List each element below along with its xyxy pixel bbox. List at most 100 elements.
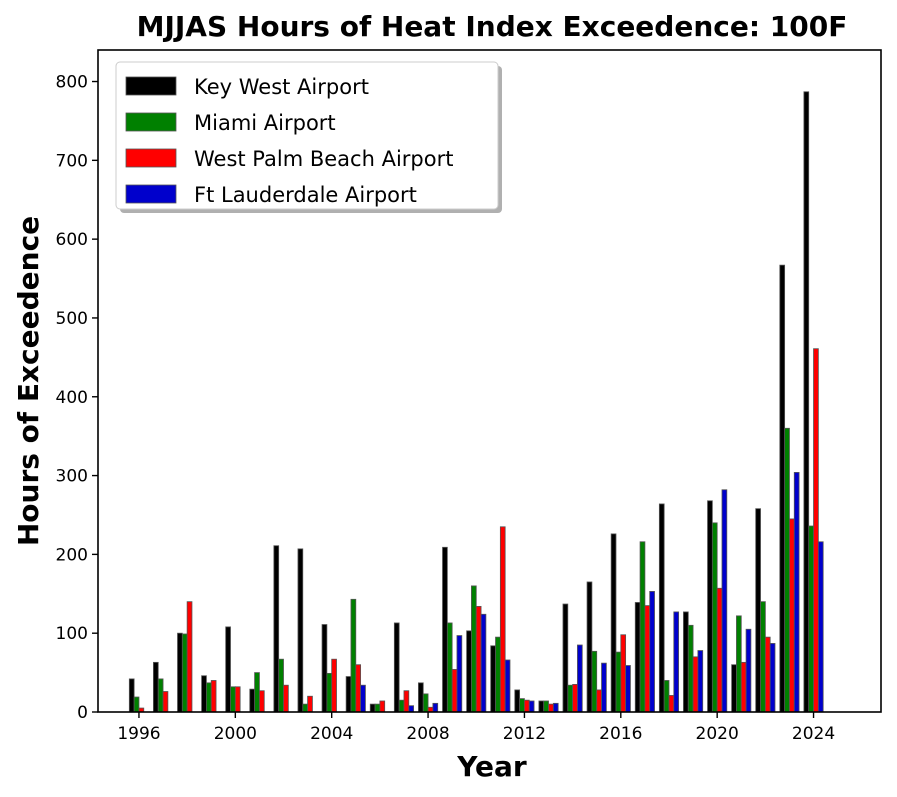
legend-box: [115, 61, 499, 210]
bar-west-palm-beach-airport-2010: [475, 605, 482, 713]
x-tick-label: 2000: [214, 724, 257, 744]
y-tick-label: 400: [56, 388, 88, 408]
y-tick-label: 800: [56, 73, 88, 93]
bar-ft-lauderdale-airport-2014: [577, 644, 583, 713]
bar-miami-airport-2011: [495, 636, 501, 713]
y-axis-ticks: 0 100 200 300 400 500 600 700 800: [56, 73, 98, 723]
bar-key-west-airport-2003: [297, 548, 304, 713]
bar-miami-airport-2024: [808, 525, 814, 713]
bar-key-west-airport-2007: [393, 622, 400, 713]
bar-west-palm-beach-airport-2004: [331, 658, 337, 713]
bar-ft-lauderdale-airport-2005: [360, 684, 366, 713]
bar-ft-lauderdale-airport-2019: [697, 650, 704, 713]
bar-ft-lauderdale-airport-2009: [456, 635, 463, 713]
legend-swatch: [125, 112, 177, 132]
y-tick-label: 300: [56, 467, 88, 487]
bar-miami-airport-2004: [326, 672, 333, 713]
legend-label: Ft Lauderdale Airport: [194, 183, 417, 207]
bar-key-west-airport-2001: [249, 688, 256, 713]
bar-ft-lauderdale-airport-2015: [601, 662, 607, 713]
x-tick-label: 2024: [792, 724, 835, 744]
plot-area-frame: [97, 49, 882, 713]
bar-miami-airport-2005: [350, 598, 357, 713]
bar-miami-airport-1996: [133, 696, 140, 713]
bar-key-west-airport-2011: [490, 645, 496, 713]
bar-ft-lauderdale-airport-2008: [432, 702, 439, 713]
bar-ft-lauderdale-airport-2018: [673, 611, 680, 713]
bar-ft-lauderdale-airport-2020: [721, 489, 728, 713]
bar-west-palm-beach-airport-2013: [548, 703, 554, 713]
bar-west-palm-beach-airport-2002: [283, 684, 289, 713]
bar-west-palm-beach-airport-2003: [307, 695, 313, 713]
bar-key-west-airport-1997: [153, 661, 159, 713]
x-tick-label: 1996: [117, 724, 160, 744]
bar-west-palm-beach-airport-2019: [692, 656, 699, 713]
x-tick-label: 2012: [503, 724, 546, 744]
bar-ft-lauderdale-airport-2013: [552, 702, 559, 713]
bar-west-palm-beach-airport-2017: [644, 605, 651, 713]
bar-key-west-airport-2020: [707, 500, 713, 713]
bar-miami-airport-2002: [278, 658, 284, 713]
bar-west-palm-beach-airport-2012: [524, 699, 530, 713]
bar-key-west-airport-2010: [466, 630, 472, 713]
bar-west-palm-beach-airport-1997: [162, 691, 169, 713]
bar-miami-airport-2007: [398, 699, 405, 713]
x-axis-ticks: 1996 2000 2004 2008 2012 2016 2020 2024: [117, 712, 835, 744]
y-tick-label: 100: [56, 624, 88, 644]
bar-miami-airport-2021: [736, 615, 742, 713]
legend: Key West Airport Miami Airport West Palm B…: [115, 61, 502, 213]
bar-key-west-airport-2009: [442, 546, 448, 713]
bar-ft-lauderdale-airport-2007: [408, 705, 415, 713]
bar-miami-airport-2017: [639, 541, 646, 713]
bar-west-palm-beach-airport-2023: [789, 518, 795, 713]
bar-key-west-airport-2016: [610, 533, 617, 713]
bar-west-palm-beach-airport-2015: [596, 689, 602, 713]
bar-ft-lauderdale-airport-2022: [769, 643, 776, 713]
y-tick-label: 600: [56, 230, 88, 250]
bar-key-west-airport-2006: [369, 703, 376, 713]
bar-west-palm-beach-airport-2005: [355, 664, 362, 713]
bar-key-west-airport-1998: [177, 632, 183, 713]
bar-miami-airport-2006: [374, 703, 381, 713]
bar-west-palm-beach-airport-2007: [403, 690, 410, 713]
legend-swatch: [125, 76, 177, 96]
bar-west-palm-beach-airport-2018: [668, 695, 675, 713]
bar-key-west-airport-2023: [779, 264, 786, 713]
bar-west-palm-beach-airport-2021: [740, 661, 747, 713]
bar-west-palm-beach-airport-2001: [259, 690, 265, 713]
bar-miami-airport-2015: [591, 650, 598, 713]
bar-miami-airport-2003: [302, 703, 309, 713]
bar-miami-airport-1999: [206, 682, 212, 713]
bar-key-west-airport-2005: [345, 676, 352, 713]
bar-miami-airport-2001: [254, 672, 260, 713]
bar-ft-lauderdale-airport-2021: [745, 628, 752, 713]
bar-miami-airport-2019: [687, 624, 694, 713]
x-tick-label: 2008: [406, 724, 449, 744]
bar-miami-airport-1997: [157, 678, 164, 713]
legend-label: Key West Airport: [194, 75, 369, 99]
x-tick-label: 2020: [696, 724, 739, 744]
x-tick-label: 2016: [599, 724, 642, 744]
bar-west-palm-beach-airport-2020: [716, 587, 723, 713]
chart-title: MJJAS Hours of Heat Index Exceedence: 10…: [137, 10, 848, 43]
bar-key-west-airport-2014: [562, 603, 569, 713]
legend-swatch: [125, 184, 177, 204]
bar-miami-airport-2020: [711, 522, 718, 713]
y-tick-label: 500: [56, 309, 88, 329]
bar-miami-airport-2012: [519, 698, 525, 713]
bar-key-west-airport-2000: [225, 626, 231, 713]
bar-miami-airport-2008: [422, 693, 429, 713]
bar-key-west-airport-2004: [321, 624, 328, 713]
bar-west-palm-beach-airport-2011: [499, 526, 506, 713]
bar-ft-lauderdale-airport-2011: [504, 659, 511, 713]
y-tick-label: 700: [56, 151, 88, 171]
bar-key-west-airport-1996: [128, 678, 135, 713]
bar-west-palm-beach-airport-2000: [234, 686, 241, 713]
bar-west-palm-beach-airport-1998: [186, 601, 193, 713]
x-tick-label: 2004: [310, 724, 353, 744]
bar-west-palm-beach-airport-2006: [379, 700, 386, 713]
x-axis-label: Year: [456, 750, 527, 783]
bar-ft-lauderdale-airport-2010: [480, 613, 487, 713]
bar-ft-lauderdale-airport-2023: [793, 472, 800, 713]
